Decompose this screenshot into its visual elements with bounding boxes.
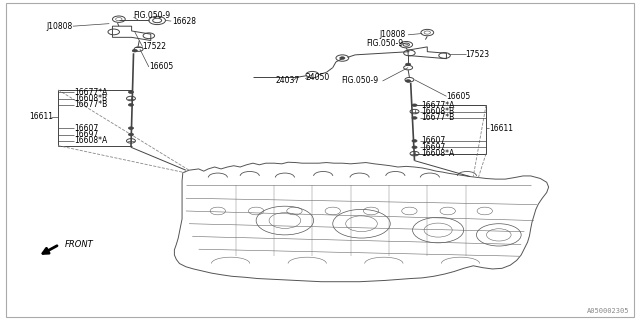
Text: 16677*B: 16677*B — [421, 114, 454, 123]
Text: 24037: 24037 — [275, 76, 300, 85]
Text: 16611: 16611 — [29, 113, 53, 122]
Text: J10808: J10808 — [380, 30, 406, 39]
Text: 17522: 17522 — [143, 42, 166, 51]
Text: 16697: 16697 — [421, 143, 445, 152]
Circle shape — [132, 50, 138, 52]
Circle shape — [406, 80, 411, 82]
Text: 16605: 16605 — [149, 62, 173, 71]
Circle shape — [129, 104, 134, 106]
Text: 16608*A: 16608*A — [74, 136, 108, 145]
Circle shape — [412, 140, 417, 142]
Text: A050002305: A050002305 — [588, 308, 630, 314]
Circle shape — [129, 91, 134, 93]
Circle shape — [340, 57, 345, 59]
Text: 17523: 17523 — [466, 50, 490, 59]
Text: 24050: 24050 — [305, 73, 330, 82]
Text: 16607: 16607 — [74, 124, 99, 132]
Text: FIG.050-9: FIG.050-9 — [134, 12, 171, 20]
Text: 16605: 16605 — [447, 92, 470, 101]
Text: 16677*B: 16677*B — [74, 100, 108, 109]
Text: J10808: J10808 — [47, 22, 73, 31]
Circle shape — [412, 104, 417, 107]
Text: 16628: 16628 — [172, 17, 196, 26]
Text: 16608*B: 16608*B — [421, 107, 454, 116]
Text: 16608*B: 16608*B — [74, 94, 108, 103]
Text: 16607: 16607 — [421, 136, 445, 145]
Text: 16677*A: 16677*A — [421, 101, 454, 110]
Text: 16608*A: 16608*A — [421, 149, 454, 158]
Text: 16611: 16611 — [489, 124, 513, 132]
Text: 16677*A: 16677*A — [74, 88, 108, 97]
Circle shape — [129, 133, 134, 136]
Text: 16697: 16697 — [74, 130, 99, 139]
Circle shape — [129, 127, 134, 129]
Text: FRONT: FRONT — [65, 240, 93, 249]
Circle shape — [406, 63, 411, 66]
Text: FIG.050-9: FIG.050-9 — [341, 76, 378, 85]
Circle shape — [412, 146, 417, 148]
Circle shape — [412, 117, 417, 119]
Text: FIG.050-9: FIG.050-9 — [366, 39, 403, 48]
